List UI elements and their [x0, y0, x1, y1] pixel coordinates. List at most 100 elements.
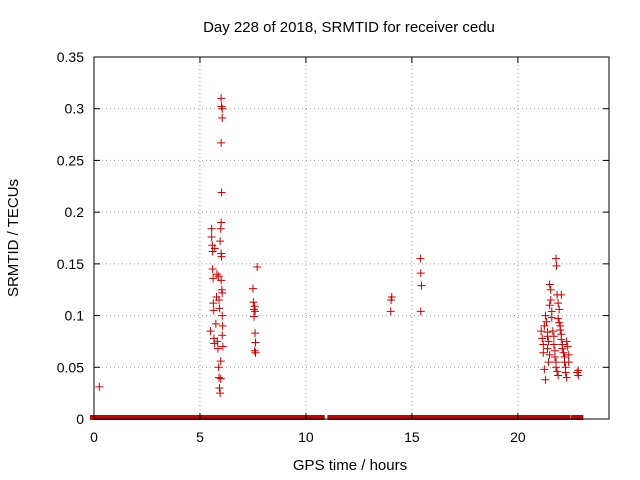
y-tick-label: 0.15: [57, 256, 84, 272]
data-point: [552, 363, 561, 372]
baseline-segment: [297, 415, 325, 420]
x-tick-labels: 0 5 10 15 20: [90, 429, 526, 445]
baseline-segment: [571, 415, 584, 420]
data-point: [251, 348, 260, 357]
data-point: [387, 292, 396, 301]
data-point: [554, 371, 563, 380]
plot-frame: [93, 56, 610, 420]
y-tick-labels: 0 0.05 0.1 0.15 0.2 0.25 0.3 0.35: [57, 49, 84, 427]
data-point: [541, 375, 550, 384]
data-point: [386, 307, 395, 316]
data-point: [214, 363, 223, 372]
data-point: [552, 254, 561, 263]
x-tick-label: 0: [90, 429, 98, 445]
data-point: [218, 104, 227, 113]
data-point: [206, 327, 215, 336]
data-point: [540, 365, 549, 374]
data-point: [543, 344, 552, 353]
baseline-segment: [342, 415, 387, 420]
data-point: [216, 374, 225, 383]
data-point: [217, 102, 226, 111]
data-point: [558, 344, 567, 353]
data-point: [554, 299, 563, 308]
x-tick-label: 5: [196, 429, 204, 445]
data-point: [209, 274, 218, 283]
baseline-segment: [90, 415, 211, 420]
data-point: [539, 348, 548, 357]
y-tick-label: 0.35: [57, 49, 84, 65]
data-point: [251, 338, 260, 347]
data-point: [215, 304, 224, 313]
data-point: [544, 337, 553, 346]
data-point: [215, 296, 224, 305]
data-point: [554, 314, 563, 323]
data-point: [541, 311, 550, 320]
data-point: [215, 383, 224, 392]
baseline-segment: [251, 415, 302, 420]
data-point: [217, 94, 226, 103]
data-point: [549, 340, 558, 349]
x-axis-label: GPS time / hours: [293, 457, 407, 474]
data-point: [209, 299, 218, 308]
data-point: [250, 312, 259, 321]
y-tick-label: 0.3: [65, 101, 85, 117]
data-point: [544, 358, 553, 367]
x-tick-label: 20: [510, 429, 526, 445]
data-point: [215, 373, 224, 382]
data-point: [218, 321, 227, 330]
axis-ticks: [93, 56, 609, 420]
y-tick-label: 0.05: [57, 359, 84, 375]
data-point: [213, 344, 222, 353]
data-point: [217, 188, 226, 197]
data-point: [213, 337, 222, 346]
baseline-segment: [543, 415, 565, 420]
data-point: [545, 350, 554, 359]
data-point: [249, 298, 258, 307]
data-point: [217, 138, 226, 147]
data-point: [561, 368, 570, 377]
data-point: [538, 334, 547, 343]
x-tick-label: 10: [298, 429, 314, 445]
baseline-segment: [522, 415, 546, 420]
baseline-segment: [403, 415, 527, 420]
data-point: [251, 329, 260, 338]
baseline-segment: [382, 415, 408, 420]
data-point: [251, 307, 260, 316]
zero-baseline-series: [90, 415, 584, 420]
y-tick-label: 0.1: [65, 308, 85, 324]
y-tick-label: 0: [76, 411, 84, 427]
data-point: [545, 301, 554, 310]
baseline-segment: [560, 415, 571, 420]
data-point: [549, 332, 558, 341]
data-point: [562, 337, 571, 346]
data-point: [555, 305, 564, 314]
data-point: [416, 269, 425, 278]
data-point: [250, 346, 259, 355]
data-point: [417, 281, 426, 290]
data-point: [218, 311, 227, 320]
data-point: [556, 326, 565, 335]
data-point: [216, 389, 225, 398]
data-point: [564, 358, 573, 367]
data-point: [557, 335, 566, 344]
data-point: [208, 265, 217, 274]
data-point: [552, 261, 561, 270]
data-point: [217, 218, 226, 227]
data-point: [542, 317, 551, 326]
data-point: [207, 224, 216, 233]
data-point: [95, 382, 104, 391]
chart-title: Day 228 of 2018, SRMTID for receiver ced…: [203, 19, 495, 36]
data-point: [545, 280, 554, 289]
data-point: [214, 272, 223, 281]
data-point: [217, 252, 226, 261]
grid-lines: [94, 57, 609, 419]
data-point: [211, 319, 220, 328]
data-point: [548, 327, 557, 336]
data-point: [218, 114, 227, 123]
data-point: [218, 288, 227, 297]
baseline-segment: [208, 415, 255, 420]
data-point: [557, 290, 566, 299]
y-axis-label: SRMTID / TECUs: [5, 179, 22, 297]
data-point: [559, 348, 568, 357]
